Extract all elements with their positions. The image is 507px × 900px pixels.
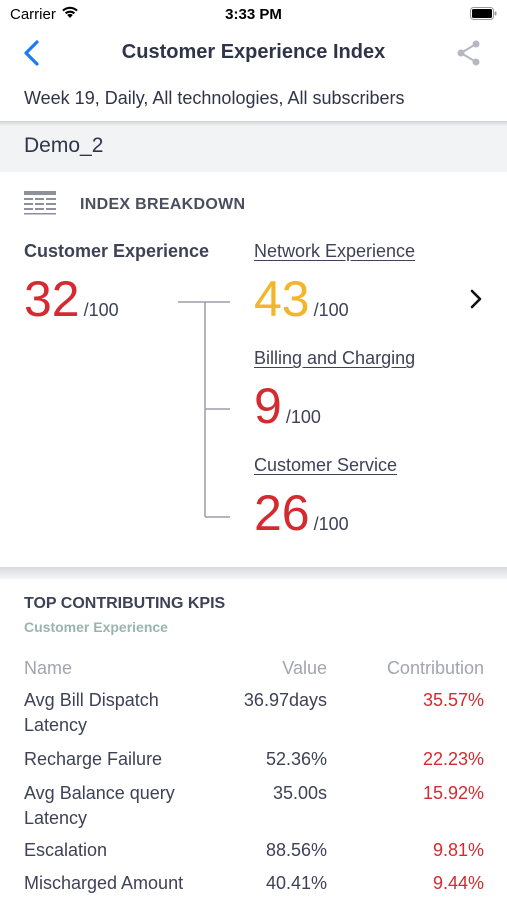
share-icon[interactable]	[455, 39, 483, 67]
header-divider	[0, 121, 507, 126]
kpi-row-contribution: 15.92%	[422, 783, 484, 803]
customer-experience-score-value: 32	[24, 271, 80, 327]
top-kpis-subheading: Customer Experience	[24, 619, 168, 635]
kpi-row-contribution: 22.23%	[422, 749, 484, 769]
navigation-bar: Customer Experience Index	[0, 30, 507, 76]
filter-band[interactable]: Demo_2	[0, 126, 507, 172]
kpi-row-name: Mischarged Amount	[24, 873, 184, 893]
score-denominator: /100	[285, 407, 321, 427]
kpi-row-value: 52.36%	[265, 749, 327, 769]
network-experience-score: 43/100	[254, 274, 349, 324]
kpi-row-name: Escalation	[24, 840, 108, 860]
customer-service-score-value: 26	[254, 485, 310, 541]
customer-service-link[interactable]: Customer Service	[254, 455, 398, 475]
column-header-name: Name	[24, 658, 73, 678]
kpi-row-value: 40.41%	[265, 873, 327, 893]
score-denominator: /100	[313, 300, 349, 320]
report-scope-subtitle: Week 19, Daily, All technologies, All su…	[24, 88, 405, 108]
section-divider	[0, 567, 507, 579]
chevron-right-icon[interactable]	[466, 287, 486, 311]
kpi-row-contribution: 35.57%	[422, 690, 484, 710]
chevron-left-icon[interactable]	[20, 38, 48, 68]
kpi-row-value: 35.00s	[272, 783, 327, 803]
index-breakdown-heading: INDEX BREAKDOWN	[80, 196, 246, 213]
kpi-row-value: 36.97days	[243, 690, 327, 710]
carrier-label: Carrier	[10, 6, 56, 23]
customer-experience-score: 32/100	[24, 274, 119, 324]
billing-and-charging-score: 9/100	[254, 381, 321, 431]
clock-label: 3:33 PM	[225, 6, 282, 23]
kpi-row-name: Avg Bill Dispatch Latency	[24, 690, 159, 735]
page-title: Customer Experience Index	[121, 41, 386, 63]
filter-label: Demo_2	[24, 134, 104, 157]
score-denominator: /100	[83, 300, 119, 320]
status-bar: Carrier 3:33 PM	[0, 0, 507, 30]
network-experience-score-value: 43	[254, 271, 310, 327]
billing-and-charging-score-value: 9	[254, 378, 282, 434]
column-header-value: Value	[282, 658, 327, 678]
kpi-row-contribution: 9.81%	[432, 840, 484, 860]
kpi-row-value: 88.56%	[265, 840, 327, 860]
network-experience-link[interactable]: Network Experience	[254, 241, 416, 261]
score-denominator: /100	[313, 514, 349, 534]
kpi-row-name: Recharge Failure	[24, 749, 163, 769]
customer-experience-label: Customer Experience	[24, 241, 210, 261]
breakdown-tree-connector	[178, 301, 230, 518]
column-header-contribution: Contribution	[386, 658, 484, 678]
battery-icon	[470, 7, 497, 20]
table-icon	[24, 191, 56, 215]
billing-and-charging-link[interactable]: Billing and Charging	[254, 348, 416, 368]
wifi-icon	[62, 6, 78, 18]
top-kpis-heading: TOP CONTRIBUTING KPIS	[24, 595, 226, 612]
kpi-row-name: Avg Balance query Latency	[24, 783, 175, 828]
customer-service-score: 26/100	[254, 488, 349, 538]
kpi-row-contribution: 9.44%	[432, 873, 484, 893]
